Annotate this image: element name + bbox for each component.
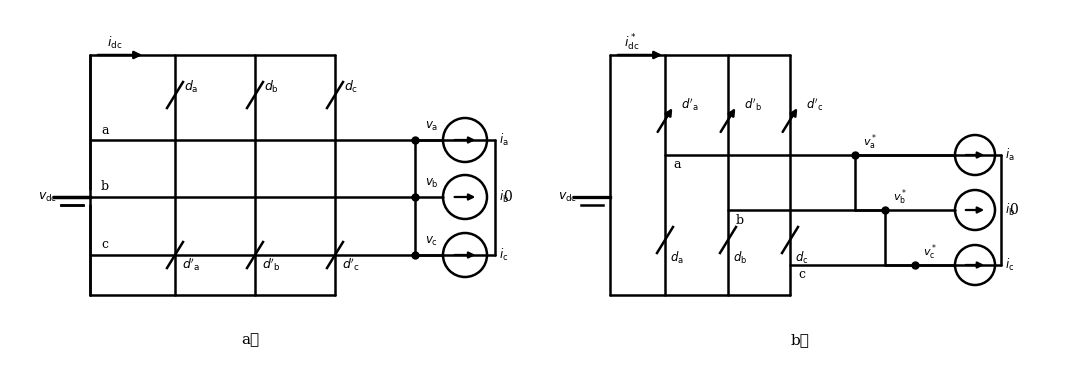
Text: $d_{\rm a}$: $d_{\rm a}$ xyxy=(670,250,684,266)
Text: a: a xyxy=(673,158,680,172)
Text: a）: a） xyxy=(241,333,259,347)
Text: c: c xyxy=(798,269,805,281)
Text: $v_{\rm dc}$: $v_{\rm dc}$ xyxy=(558,191,578,204)
Text: $d'_{\rm b}$: $d'_{\rm b}$ xyxy=(744,97,762,113)
Text: $i_{\rm a}$: $i_{\rm a}$ xyxy=(1005,147,1015,163)
Text: $d'_{\rm b}$: $d'_{\rm b}$ xyxy=(261,257,281,273)
Text: $d_{\rm a}$: $d_{\rm a}$ xyxy=(184,79,199,95)
Text: $v^*_{\rm c}$: $v^*_{\rm c}$ xyxy=(923,242,937,262)
Text: $d'_{\rm c}$: $d'_{\rm c}$ xyxy=(342,257,360,273)
Text: $d_{\rm c}$: $d_{\rm c}$ xyxy=(343,79,359,95)
Text: $v_{\rm b}$: $v_{\rm b}$ xyxy=(426,176,438,189)
Text: b: b xyxy=(100,181,109,193)
Text: b）: b） xyxy=(791,333,809,347)
Text: b: b xyxy=(735,214,744,227)
Text: 0: 0 xyxy=(502,190,511,204)
Text: $v^*_{\rm a}$: $v^*_{\rm a}$ xyxy=(863,132,877,152)
Text: $v_{\rm c}$: $v_{\rm c}$ xyxy=(426,234,438,247)
Text: $d_{\rm b}$: $d_{\rm b}$ xyxy=(264,79,279,95)
Text: 0: 0 xyxy=(1009,203,1017,217)
Text: $d_{\rm b}$: $d_{\rm b}$ xyxy=(733,250,747,266)
Text: $v_{\rm a}$: $v_{\rm a}$ xyxy=(426,119,438,132)
Text: $i_{\rm b}$: $i_{\rm b}$ xyxy=(499,189,509,205)
Text: $i_{\rm c}$: $i_{\rm c}$ xyxy=(1005,257,1014,273)
Text: $d_{\rm c}$: $d_{\rm c}$ xyxy=(795,250,809,266)
Text: $i_{\rm dc}$: $i_{\rm dc}$ xyxy=(107,35,123,51)
Text: $d'_{\rm a}$: $d'_{\rm a}$ xyxy=(181,257,200,273)
Text: a: a xyxy=(102,123,109,137)
Text: $v_{\rm dc}$: $v_{\rm dc}$ xyxy=(39,191,57,204)
Text: $v^*_{\rm b}$: $v^*_{\rm b}$ xyxy=(893,187,907,207)
Text: $i^*_{\rm dc}$: $i^*_{\rm dc}$ xyxy=(624,33,639,53)
Text: $i_{\rm a}$: $i_{\rm a}$ xyxy=(499,132,509,148)
Text: c: c xyxy=(102,238,108,251)
Text: $i_{\rm b}$: $i_{\rm b}$ xyxy=(1005,202,1015,218)
Text: $d'_{\rm a}$: $d'_{\rm a}$ xyxy=(681,97,699,113)
Text: $i_{\rm c}$: $i_{\rm c}$ xyxy=(499,247,509,263)
Text: $d'_{\rm c}$: $d'_{\rm c}$ xyxy=(806,97,823,113)
